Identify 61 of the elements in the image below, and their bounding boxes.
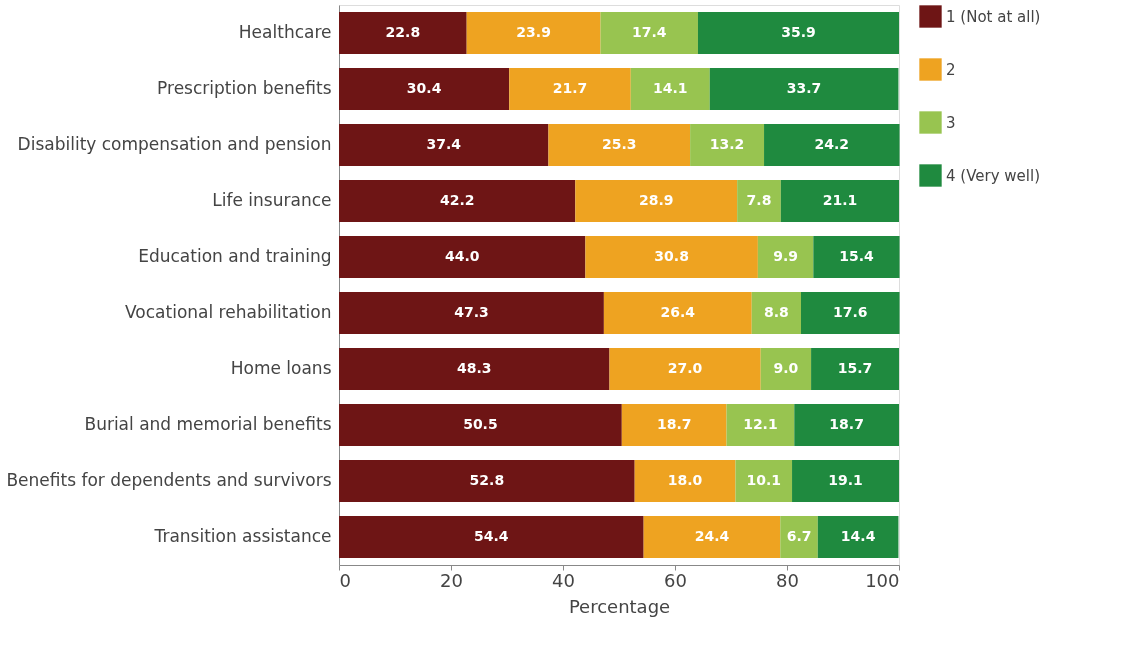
data-label: 30.4 (406, 80, 442, 96)
data-label: 26.4 (660, 304, 696, 320)
y-tick-label: Disability compensation and pension (17, 134, 332, 154)
y-tick-label: Healthcare (238, 22, 332, 42)
data-label: 23.9 (516, 24, 551, 40)
data-label: 30.8 (654, 248, 689, 264)
y-tick-label: Burial and memorial benefits (84, 414, 332, 434)
data-label: 17.6 (833, 304, 868, 320)
data-label: 13.2 (709, 136, 745, 152)
data-label: 52.8 (469, 472, 505, 488)
data-label: 18.0 (667, 472, 703, 488)
data-label: 14.1 (652, 80, 688, 96)
data-label: 19.1 (828, 472, 863, 488)
data-label: 7.8 (746, 192, 772, 208)
x-tick-label: 60 (664, 569, 687, 591)
x-tick-label: 40 (552, 569, 575, 591)
data-label: 37.4 (426, 136, 462, 152)
x-tick-label: 20 (440, 569, 463, 591)
x-tick-label: 80 (776, 569, 799, 591)
data-label: 25.3 (602, 136, 637, 152)
data-label: 48.3 (456, 360, 492, 376)
data-label: 27.0 (667, 360, 703, 376)
data-label: 15.7 (837, 360, 873, 376)
y-tick-label: Benefits for dependents and survivors (6, 470, 332, 490)
data-label: 42.2 (439, 192, 475, 208)
x-axis-title: Percentage (568, 595, 671, 617)
data-label: 10.1 (746, 472, 782, 488)
legend-label: 1 (Not at all) (946, 7, 1041, 26)
y-tick-label: Vocational rehabilitation (125, 302, 332, 322)
data-label: 22.8 (385, 24, 421, 40)
y-tick-label: Education and training (138, 246, 332, 266)
data-label: 21.7 (552, 80, 588, 96)
data-label: 18.7 (656, 416, 692, 432)
data-label: 17.4 (631, 24, 667, 40)
data-label: 12.1 (743, 416, 778, 432)
data-label: 47.3 (454, 304, 489, 320)
legend-label: 2 (946, 60, 956, 79)
data-label: 6.7 (786, 528, 812, 544)
data-label: 28.9 (638, 192, 674, 208)
data-label: 33.7 (786, 80, 822, 96)
data-label: 24.2 (814, 136, 850, 152)
data-label: 35.9 (781, 24, 816, 40)
data-label: 24.4 (694, 528, 730, 544)
data-label: 21.1 (822, 192, 858, 208)
x-tick-label: 0 (339, 569, 351, 591)
data-label: 14.4 (840, 528, 876, 544)
legend-label: 3 (946, 113, 956, 132)
y-tick-label: Prescription benefits (157, 78, 332, 98)
x-tick-label: 100 (865, 569, 900, 591)
data-label: 8.8 (763, 304, 789, 320)
y-tick-label: Transition assistance (153, 526, 332, 546)
legend-label: 4 (Very well) (946, 166, 1040, 185)
data-label: 15.4 (839, 248, 874, 264)
y-tick-label: Home loans (230, 358, 332, 378)
data-label: 9.9 (773, 248, 799, 264)
data-label: 44.0 (444, 248, 480, 264)
y-tick-label: Life insurance (212, 190, 332, 210)
data-label: 54.4 (474, 528, 509, 544)
data-label: 9.0 (773, 360, 799, 376)
data-label: 18.7 (829, 416, 864, 432)
data-label: 50.5 (463, 416, 498, 432)
